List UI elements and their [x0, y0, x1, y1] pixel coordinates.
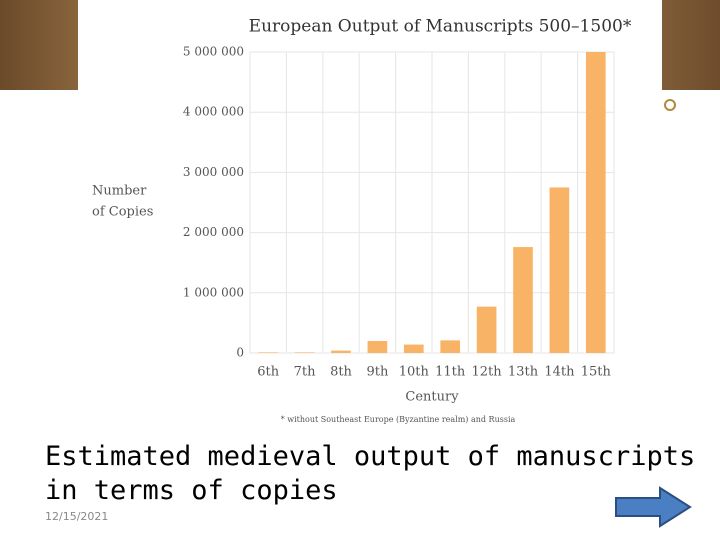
y-axis-label: of Copies [92, 205, 153, 220]
next-button[interactable] [615, 486, 692, 528]
bar [331, 350, 351, 353]
y-tick-label: 3 000 000 [183, 165, 244, 179]
caption: Estimated medieval output of manuscripts… [45, 441, 696, 506]
y-tick-label: 5 000 000 [183, 45, 244, 59]
y-tick-label: 4 000 000 [183, 105, 244, 119]
y-tick-label: 2 000 000 [183, 225, 244, 239]
x-tick-label: 8th [330, 365, 352, 380]
bar [440, 340, 461, 353]
x-tick-label: 15th [581, 365, 612, 380]
x-axis-label: Century [405, 390, 459, 405]
x-tick-label: 7th [294, 365, 316, 380]
y-tick-label: 1 000 000 [183, 285, 244, 299]
chart-title: European Output of Manuscripts 500–1500* [249, 17, 632, 37]
x-tick-label: 11th [435, 365, 466, 380]
bar [294, 352, 315, 353]
y-tick-label: 0 [236, 346, 244, 360]
x-tick-label: 13th [508, 365, 539, 380]
date: 12/15/2021 [45, 510, 109, 523]
bar [476, 306, 497, 353]
bar [367, 340, 388, 353]
x-tick-label: 12th [472, 365, 503, 380]
bar [549, 187, 570, 353]
x-tick-label: 10th [399, 365, 430, 380]
ornament [664, 99, 676, 111]
bar [585, 52, 606, 353]
x-tick-label: 6th [257, 365, 279, 380]
y-axis-label: Number [92, 184, 147, 199]
x-tick-label: 14th [544, 365, 575, 380]
bar [258, 352, 279, 353]
bar [513, 247, 533, 353]
bar [403, 344, 424, 353]
footnote: * without Southeast Europe (Byzantine re… [281, 415, 516, 424]
x-tick-label: 9th [366, 365, 388, 380]
